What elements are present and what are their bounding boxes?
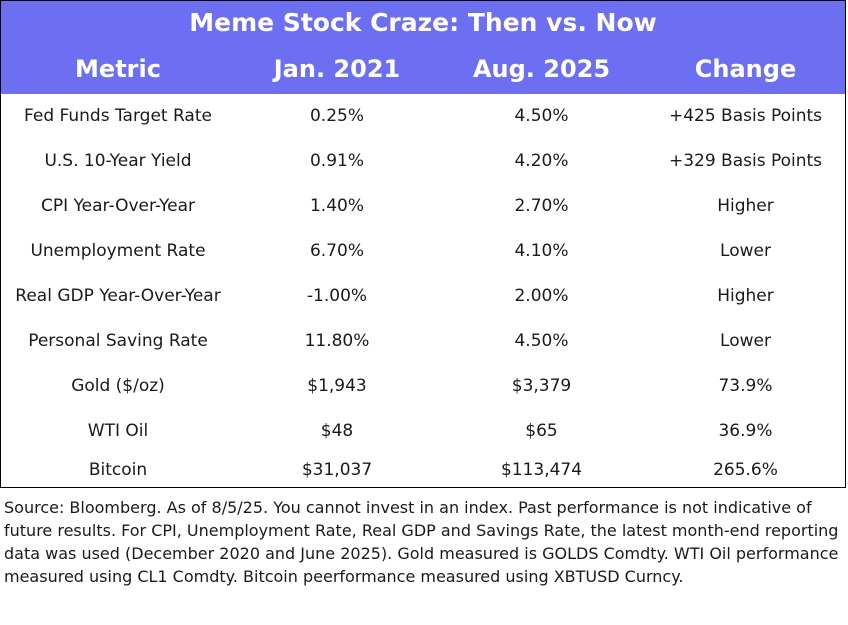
header-row: Metric Jan. 2021 Aug. 2025 Change <box>1 45 845 94</box>
jan-2021-cell: $48 <box>320 421 354 441</box>
metric-cell: Personal Saving Rate <box>28 331 208 351</box>
aug-2025-cell: $65 <box>525 421 558 441</box>
table-row: Gold ($/oz) $1,943 $3,379 73.9% <box>1 364 845 409</box>
metric-cell: Gold ($/oz) <box>71 376 165 396</box>
metric-cell: Fed Funds Target Rate <box>24 106 212 126</box>
table-row: Bitcoin $31,037 $113,474 265.6% <box>1 452 845 497</box>
change-cell: Higher <box>717 286 774 306</box>
change-cell: Lower <box>720 241 771 261</box>
table-title: Meme Stock Craze: Then vs. Now <box>1 1 845 45</box>
change-cell: +329 Basis Points <box>668 151 823 171</box>
change-cell: +425 Basis Points <box>668 106 823 126</box>
metric-cell: U.S. 10-Year Yield <box>44 151 192 171</box>
header-change: Change <box>694 55 797 83</box>
metric-cell: WTI Oil <box>87 421 149 441</box>
table-row: Personal Saving Rate 11.80% 4.50% Lower <box>1 319 845 364</box>
aug-2025-cell: 2.00% <box>514 286 569 306</box>
change-cell: Lower <box>720 331 771 351</box>
aug-2025-cell: 2.70% <box>514 196 569 216</box>
jan-2021-cell: $1,943 <box>307 376 367 396</box>
comparison-table: Meme Stock Craze: Then vs. Now Metric Ja… <box>0 0 846 488</box>
jan-2021-cell: 6.70% <box>309 241 364 261</box>
header-aug-2025: Aug. 2025 <box>472 55 611 83</box>
jan-2021-cell: -1.00% <box>306 286 368 306</box>
change-cell: Higher <box>717 196 774 216</box>
metric-cell: Unemployment Rate <box>30 241 206 261</box>
header-jan-2021: Jan. 2021 <box>273 55 401 83</box>
aug-2025-cell: 4.20% <box>514 151 569 171</box>
table-row: Real GDP Year-Over-Year -1.00% 2.00% Hig… <box>1 274 845 319</box>
table-row: Unemployment Rate 6.70% 4.10% Lower <box>1 229 845 274</box>
aug-2025-cell: 4.10% <box>514 241 569 261</box>
jan-2021-cell: $31,037 <box>301 460 373 480</box>
jan-2021-cell: 0.25% <box>309 106 364 126</box>
header-metric: Metric <box>75 55 161 83</box>
source-note: Source: Bloomberg. As of 8/5/25. You can… <box>4 498 839 586</box>
table-row: Fed Funds Target Rate 0.25% 4.50% +425 B… <box>1 94 845 139</box>
change-cell: 36.9% <box>718 421 773 441</box>
change-cell: 73.9% <box>718 376 773 396</box>
metric-cell: CPI Year-Over-Year <box>41 196 195 216</box>
aug-2025-cell: $3,379 <box>511 376 572 396</box>
aug-2025-cell: 4.50% <box>514 106 569 126</box>
table-row: CPI Year-Over-Year 1.40% 2.70% Higher <box>1 184 845 229</box>
metric-cell: Bitcoin <box>88 460 148 480</box>
aug-2025-cell: $113,474 <box>500 460 583 480</box>
metric-cell: Real GDP Year-Over-Year <box>15 286 221 306</box>
change-cell: 265.6% <box>713 460 778 480</box>
jan-2021-cell: 11.80% <box>304 331 370 351</box>
jan-2021-cell: 0.91% <box>309 151 364 171</box>
table-row: U.S. 10-Year Yield 0.91% 4.20% +329 Basi… <box>1 139 845 184</box>
aug-2025-cell: 4.50% <box>514 331 569 351</box>
jan-2021-cell: 1.40% <box>309 196 364 216</box>
table-row: WTI Oil $48 $65 36.9% <box>1 409 845 454</box>
